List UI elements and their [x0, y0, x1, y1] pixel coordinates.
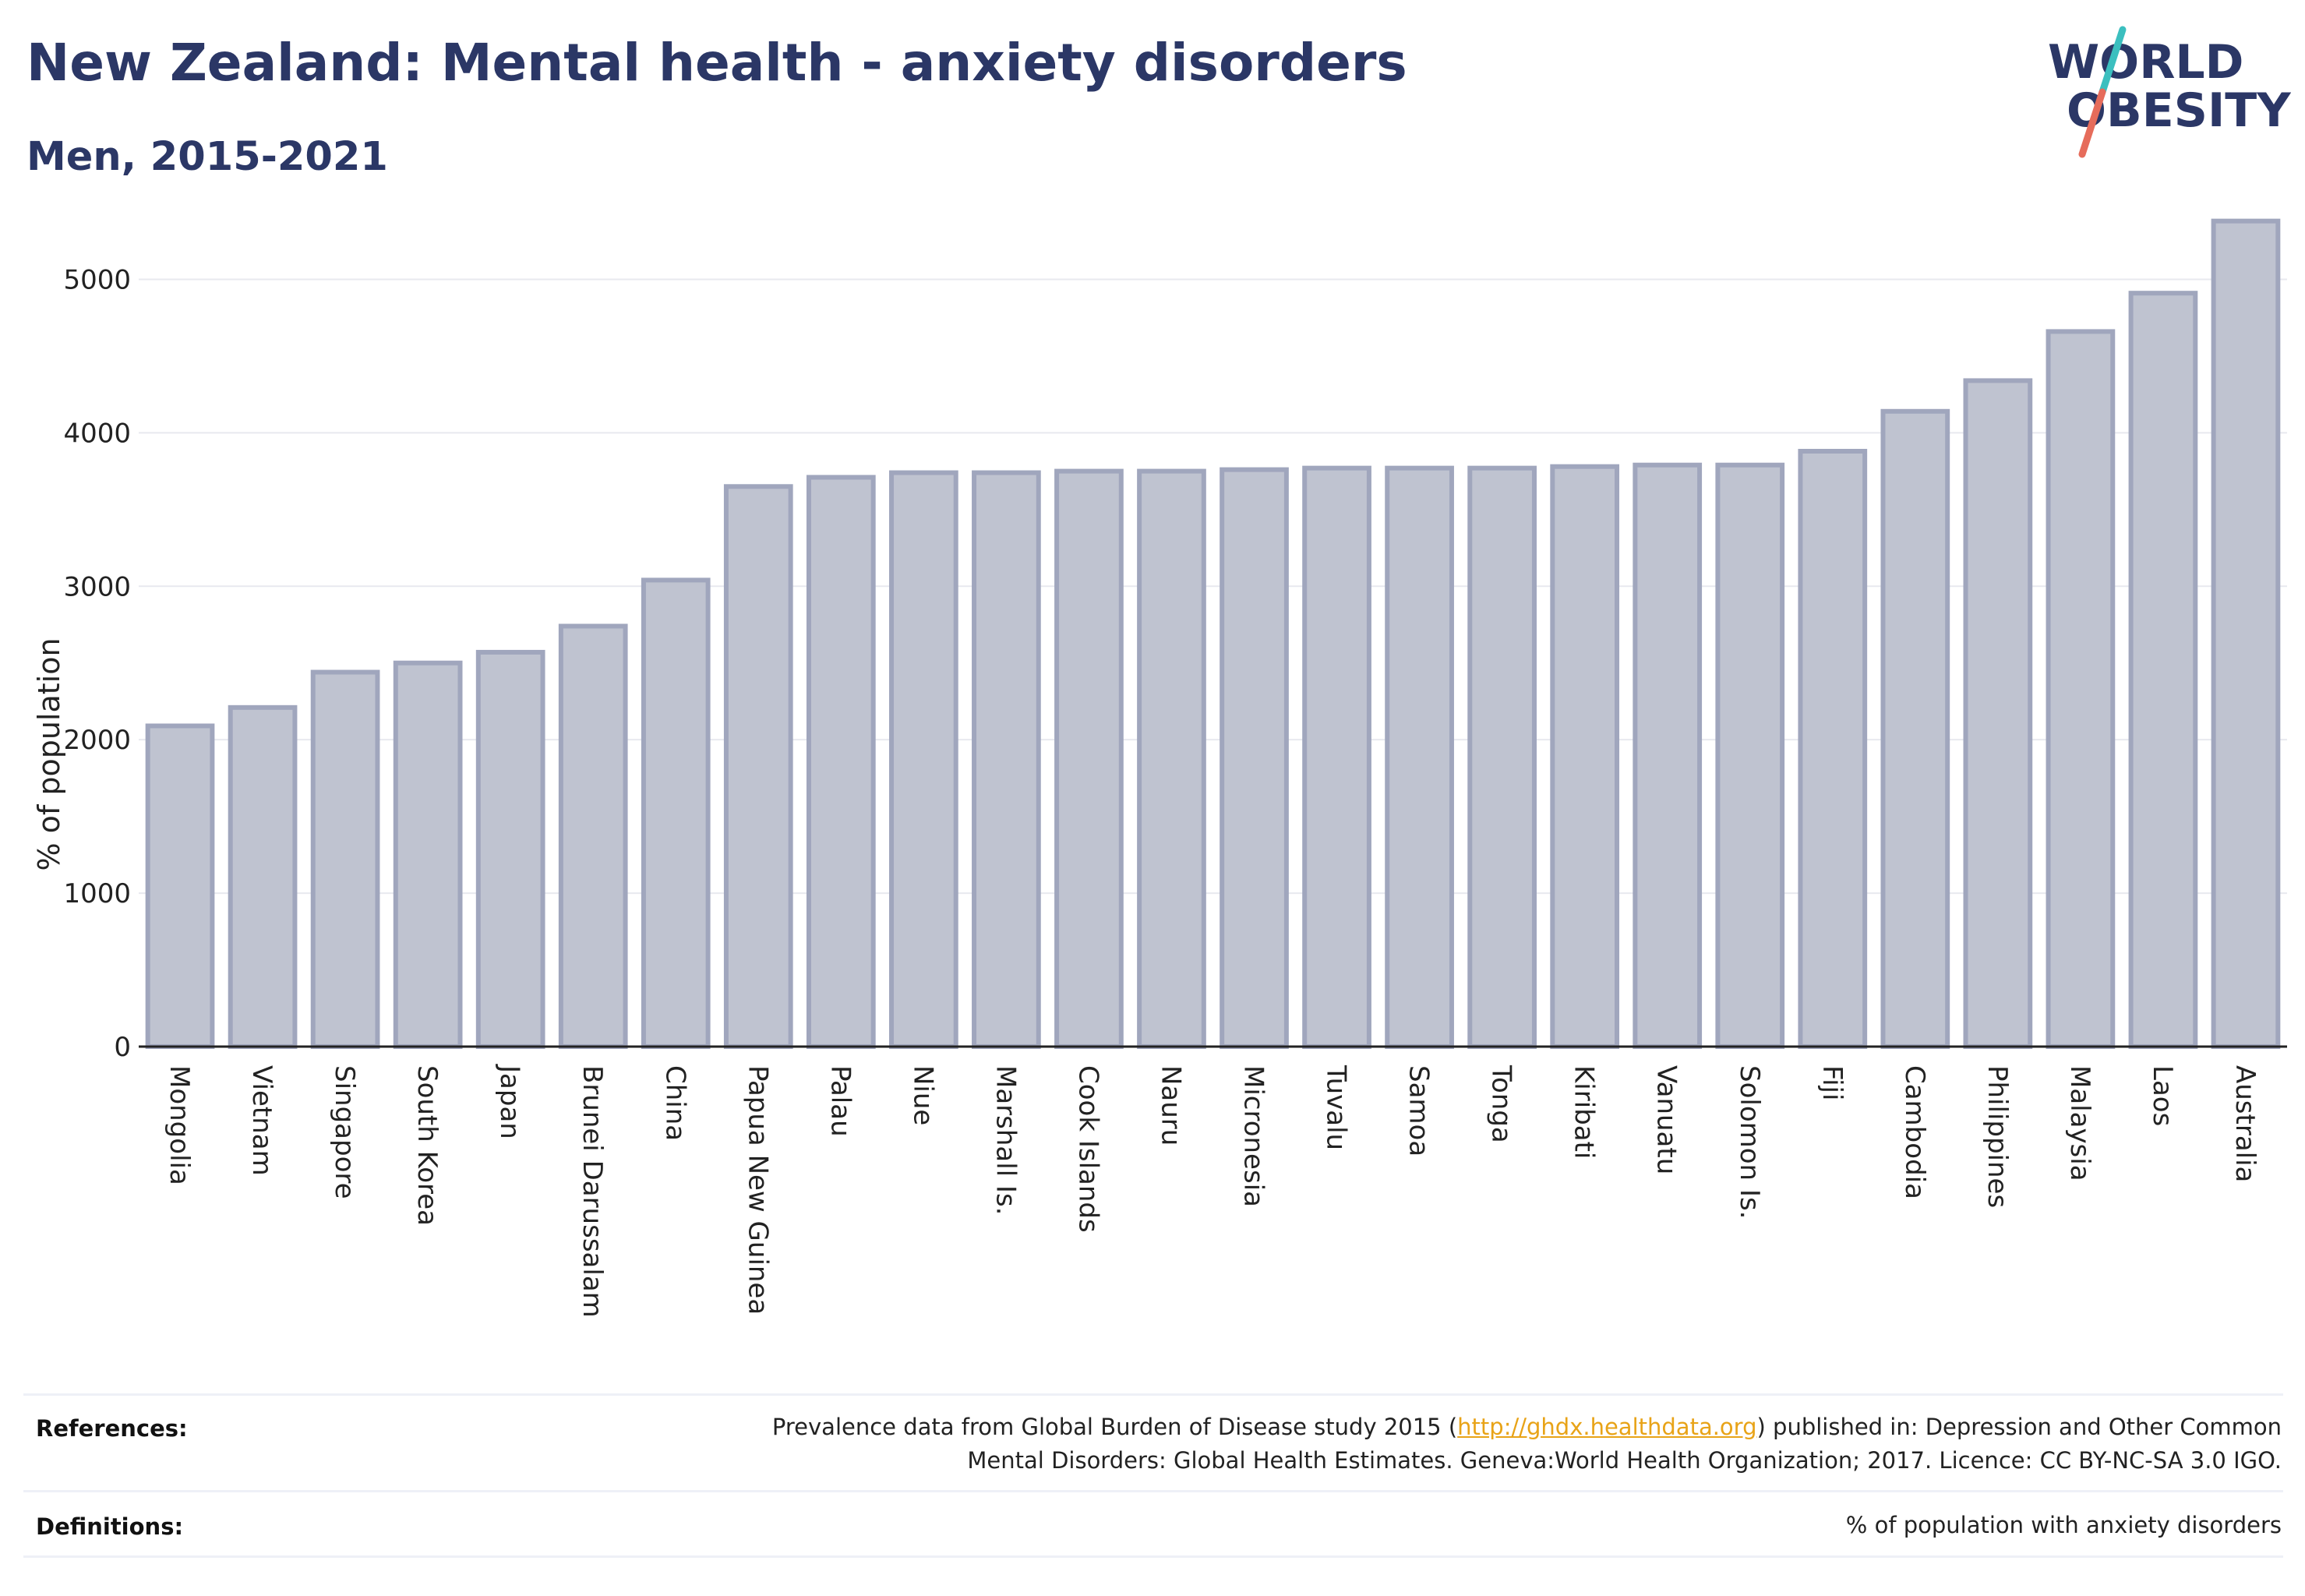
logo-slash-coral	[2078, 88, 2106, 158]
x-tick-label: Tuvalu	[1321, 1065, 1352, 1150]
bar	[1963, 378, 2033, 1049]
footer-divider-bottom	[23, 1555, 2283, 1558]
references-text-start: Prevalence data from Global Burden of Di…	[771, 1414, 1458, 1440]
definitions-text: % of population with anxiety disorders	[1845, 1512, 2282, 1538]
x-tick-label: Samoa	[1403, 1065, 1435, 1156]
x-tick-label: Philippines	[1982, 1065, 2013, 1208]
bar	[1798, 448, 1868, 1049]
bar	[889, 470, 958, 1049]
x-tick-label: Palau	[824, 1065, 856, 1137]
bar	[641, 577, 711, 1049]
bar	[806, 475, 876, 1049]
y-tick-label: 2000	[63, 725, 131, 756]
bar	[1467, 465, 1537, 1049]
x-tick-label: Japan	[494, 1064, 525, 1139]
bar	[1715, 462, 1785, 1049]
chart-subtitle: Men, 2015-2021	[26, 134, 388, 180]
x-tick-label: Mongolia	[164, 1065, 195, 1185]
bar	[1633, 462, 1703, 1049]
x-tick-label: Nauru	[1155, 1065, 1186, 1146]
bar	[972, 470, 1041, 1049]
bar	[1385, 465, 1454, 1049]
references-text: Prevalence data from Global Burden of Di…	[489, 1411, 2282, 1478]
logo-slash-teal	[2099, 26, 2127, 96]
x-tick-label: Cambodia	[1899, 1065, 1930, 1199]
bar	[2128, 291, 2198, 1049]
x-tick-label: Niue	[907, 1065, 938, 1125]
bar	[723, 484, 793, 1049]
bar	[1137, 468, 1206, 1049]
x-tick-label: Malaysia	[2064, 1065, 2095, 1181]
bar	[1880, 408, 1950, 1049]
bar	[2211, 218, 2281, 1049]
bar	[2046, 329, 2116, 1049]
x-tick-label: Laos	[2147, 1065, 2178, 1126]
bar	[475, 649, 545, 1050]
footer-divider-middle	[23, 1490, 2283, 1492]
bar	[1302, 465, 1371, 1049]
bar	[558, 623, 628, 1049]
bar-chart: 0 1000 2000 3000 4000 5000 Mongolia Vietnam Sing…	[32, 218, 2287, 1318]
logo-line-1: WORLD	[2048, 35, 2243, 90]
x-tick-label: Brunei Darussalam	[577, 1065, 608, 1318]
x-tick-label: South Korea	[411, 1065, 443, 1226]
x-tick-label: Papua New Guinea	[742, 1065, 773, 1315]
x-tick-label: Singapore	[329, 1065, 360, 1199]
bar	[145, 723, 215, 1050]
bar	[310, 669, 380, 1049]
footer-divider-top	[23, 1393, 2283, 1396]
definitions-label: Definitions:	[36, 1513, 184, 1540]
bars	[145, 218, 2281, 1050]
bar	[228, 704, 298, 1050]
x-tick-label: Solomon Is.	[1734, 1065, 1765, 1219]
x-tick-label: Marshall Is.	[990, 1065, 1021, 1216]
references-text-end: ) published in: Depression and Other Com…	[1756, 1414, 2282, 1440]
y-tick-label: 0	[114, 1032, 131, 1063]
axes: 0 1000 2000 3000 4000 5000 Mongolia Vietnam Sing…	[63, 264, 2287, 1318]
x-tick-label: Cook Islands	[1072, 1065, 1103, 1233]
bar	[1220, 467, 1289, 1049]
references-label: References:	[36, 1415, 188, 1442]
bar	[393, 660, 463, 1050]
bar	[1550, 464, 1620, 1049]
x-tick-label: Vanuatu	[1651, 1065, 1682, 1174]
world-obesity-logo: WORLD OBESITY	[2048, 26, 2291, 158]
references-link[interactable]: http://ghdx.healthdata.org	[1457, 1414, 1757, 1440]
chart-title: New Zealand: Mental health - anxiety dis…	[26, 33, 1407, 93]
x-tick-label: Vietnam	[246, 1065, 277, 1176]
x-tick-label: Tonga	[1486, 1065, 1517, 1143]
references-text-line-2: Mental Disorders: Global Health Estimate…	[967, 1447, 2282, 1474]
x-tick-label: Kiribati	[1569, 1065, 1600, 1159]
x-tick-label: Australia	[2229, 1065, 2261, 1182]
y-axis-title: % of population	[32, 637, 66, 870]
y-tick-label: 5000	[63, 264, 131, 295]
x-tick-label: Fiji	[1816, 1065, 1848, 1100]
y-tick-label: 3000	[63, 571, 131, 602]
y-tick-label: 1000	[63, 878, 131, 909]
bar	[1054, 468, 1124, 1049]
x-tick-label: China	[659, 1065, 690, 1141]
x-tick-label: Micronesia	[1238, 1065, 1269, 1207]
y-tick-label: 4000	[63, 418, 131, 449]
